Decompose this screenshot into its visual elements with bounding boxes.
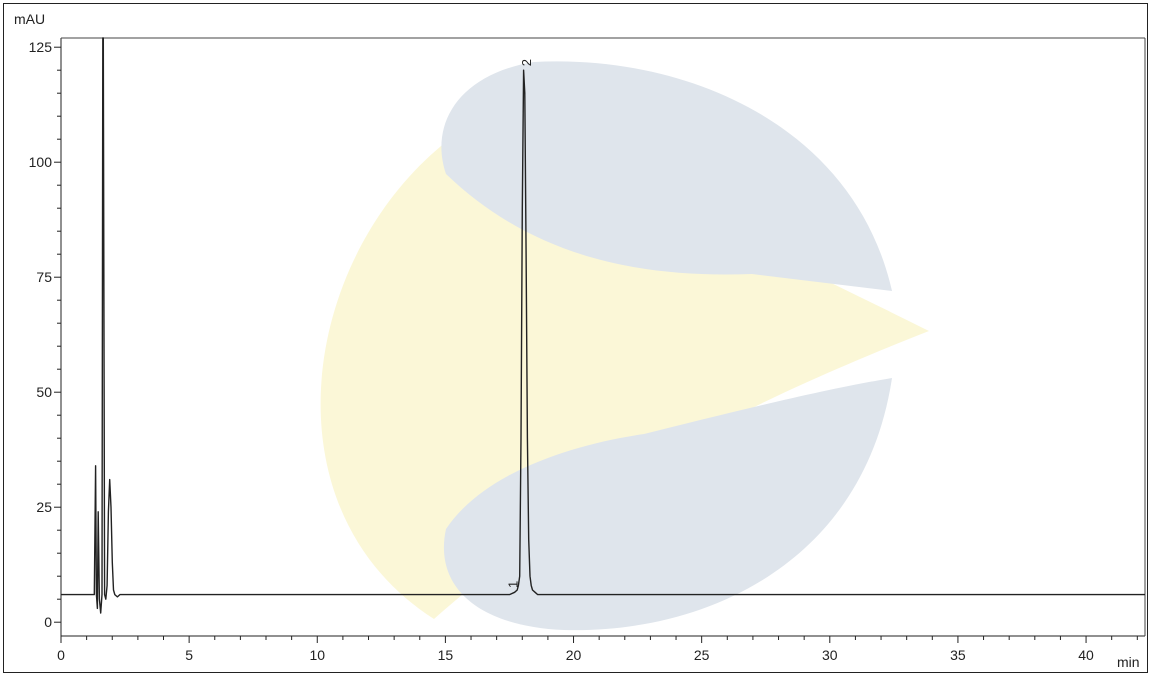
trace-layer [61,37,1145,614]
y-tick-label: 50 [36,384,52,400]
peak-label-1: 1 [506,581,521,588]
x-axis-unit-label: min [1117,654,1140,670]
x-tick-label: 20 [566,647,582,663]
y-tick-label: 75 [36,269,52,285]
x-tick-label: 30 [822,647,838,663]
x-tick-label: 35 [950,647,966,663]
watermark-logo [320,61,929,631]
x-tick-label: 5 [185,647,193,663]
y-tick-label: 25 [36,499,52,515]
y-axis-unit-label: mAU [14,11,45,27]
y-tick-label: 125 [29,39,53,55]
x-tick-label: 25 [694,647,710,663]
y-tick-label: 0 [44,614,52,630]
peak-label-2: 2 [519,59,534,66]
axes: 0 25 50 75 100 125 0 5 10 15 20 25 30 35 40 [29,37,1146,663]
x-tick-label: 10 [309,647,325,663]
watermark-c-lower [443,378,892,631]
watermark-arc [320,122,929,619]
label-layer: 12 [506,59,534,588]
x-tick-label: 40 [1078,647,1094,663]
chromatogram-trace [61,37,1145,614]
watermark-c-upper [441,61,892,291]
x-tick-label: 15 [438,647,454,663]
x-tick-label: 0 [57,647,65,663]
y-tick-label: 100 [29,154,53,170]
